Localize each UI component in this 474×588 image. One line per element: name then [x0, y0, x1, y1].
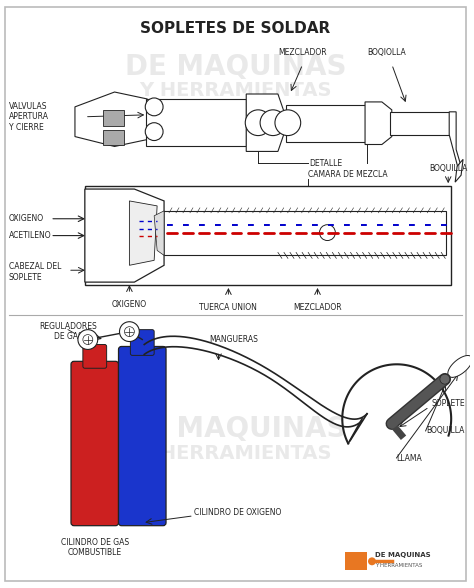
FancyBboxPatch shape — [71, 361, 118, 526]
Circle shape — [440, 374, 450, 384]
Bar — [345, 552, 367, 570]
FancyBboxPatch shape — [118, 346, 166, 526]
Text: Y HERRAMIENTAS: Y HERRAMIENTAS — [139, 81, 332, 99]
Text: CILINDRO DE OXIGENO: CILINDRO DE OXIGENO — [194, 508, 281, 517]
Circle shape — [275, 110, 301, 136]
Polygon shape — [129, 201, 157, 265]
Polygon shape — [449, 112, 461, 168]
Polygon shape — [455, 159, 463, 182]
Text: Y HERRAMIENTAS: Y HERRAMIENTAS — [139, 444, 332, 463]
Text: DE MAQUINAS: DE MAQUINAS — [375, 552, 430, 559]
Polygon shape — [154, 211, 164, 255]
Text: DE MAQUINAS: DE MAQUINAS — [125, 54, 346, 81]
Circle shape — [145, 98, 163, 116]
Polygon shape — [390, 112, 451, 135]
Text: BOQIOLLA: BOQIOLLA — [367, 48, 406, 58]
Circle shape — [368, 557, 376, 565]
Polygon shape — [154, 211, 446, 255]
Text: CILINDRO DE GAS
COMBUSTIBLE: CILINDRO DE GAS COMBUSTIBLE — [61, 537, 129, 557]
Text: REGULADORES
DE GAS: REGULADORES DE GAS — [39, 322, 97, 341]
Circle shape — [78, 330, 98, 349]
Text: SOPLETE: SOPLETE — [431, 399, 465, 409]
Circle shape — [83, 335, 93, 345]
Text: MEZCLADOR: MEZCLADOR — [278, 48, 327, 58]
Bar — [103, 129, 125, 145]
Circle shape — [145, 123, 163, 141]
Text: DETALLE: DETALLE — [310, 159, 343, 168]
Polygon shape — [146, 99, 246, 146]
Polygon shape — [448, 356, 472, 377]
Text: BOQUILLA: BOQUILLA — [427, 426, 465, 435]
Text: CAMARA DE MEZCLA: CAMARA DE MEZCLA — [308, 170, 387, 179]
Text: MEZCLADOR: MEZCLADOR — [293, 303, 342, 312]
Text: OXIGENO: OXIGENO — [112, 300, 147, 309]
Text: MANGUERAS: MANGUERAS — [209, 336, 258, 345]
Text: Y HERRAMIENTAS: Y HERRAMIENTAS — [375, 563, 422, 568]
Polygon shape — [75, 92, 147, 146]
Text: TUERCA UNION: TUERCA UNION — [200, 303, 257, 312]
Bar — [345, 552, 367, 557]
Text: SOPLETES DE SOLDAR: SOPLETES DE SOLDAR — [140, 21, 330, 36]
Polygon shape — [365, 102, 392, 145]
Circle shape — [260, 110, 286, 136]
Text: LLAMA: LLAMA — [397, 454, 422, 463]
Polygon shape — [286, 105, 367, 142]
Polygon shape — [246, 94, 288, 152]
Circle shape — [119, 322, 139, 342]
Polygon shape — [85, 186, 451, 285]
Text: OXIGENO: OXIGENO — [9, 214, 44, 223]
Text: CABEZAL DEL
SOPLETE: CABEZAL DEL SOPLETE — [9, 262, 61, 282]
Text: ACETILENO: ACETILENO — [9, 231, 51, 240]
Circle shape — [319, 225, 335, 240]
FancyBboxPatch shape — [345, 552, 367, 570]
Circle shape — [125, 327, 134, 336]
FancyBboxPatch shape — [83, 345, 107, 368]
Text: DE MAQUINAS: DE MAQUINAS — [125, 415, 346, 443]
FancyBboxPatch shape — [130, 330, 154, 355]
Polygon shape — [85, 189, 164, 282]
Bar — [103, 110, 125, 126]
Text: VALVULAS
APERTURA
Y CIERRE: VALVULAS APERTURA Y CIERRE — [9, 102, 49, 132]
Text: BOQUILLA: BOQUILLA — [429, 164, 467, 173]
Circle shape — [245, 110, 271, 136]
